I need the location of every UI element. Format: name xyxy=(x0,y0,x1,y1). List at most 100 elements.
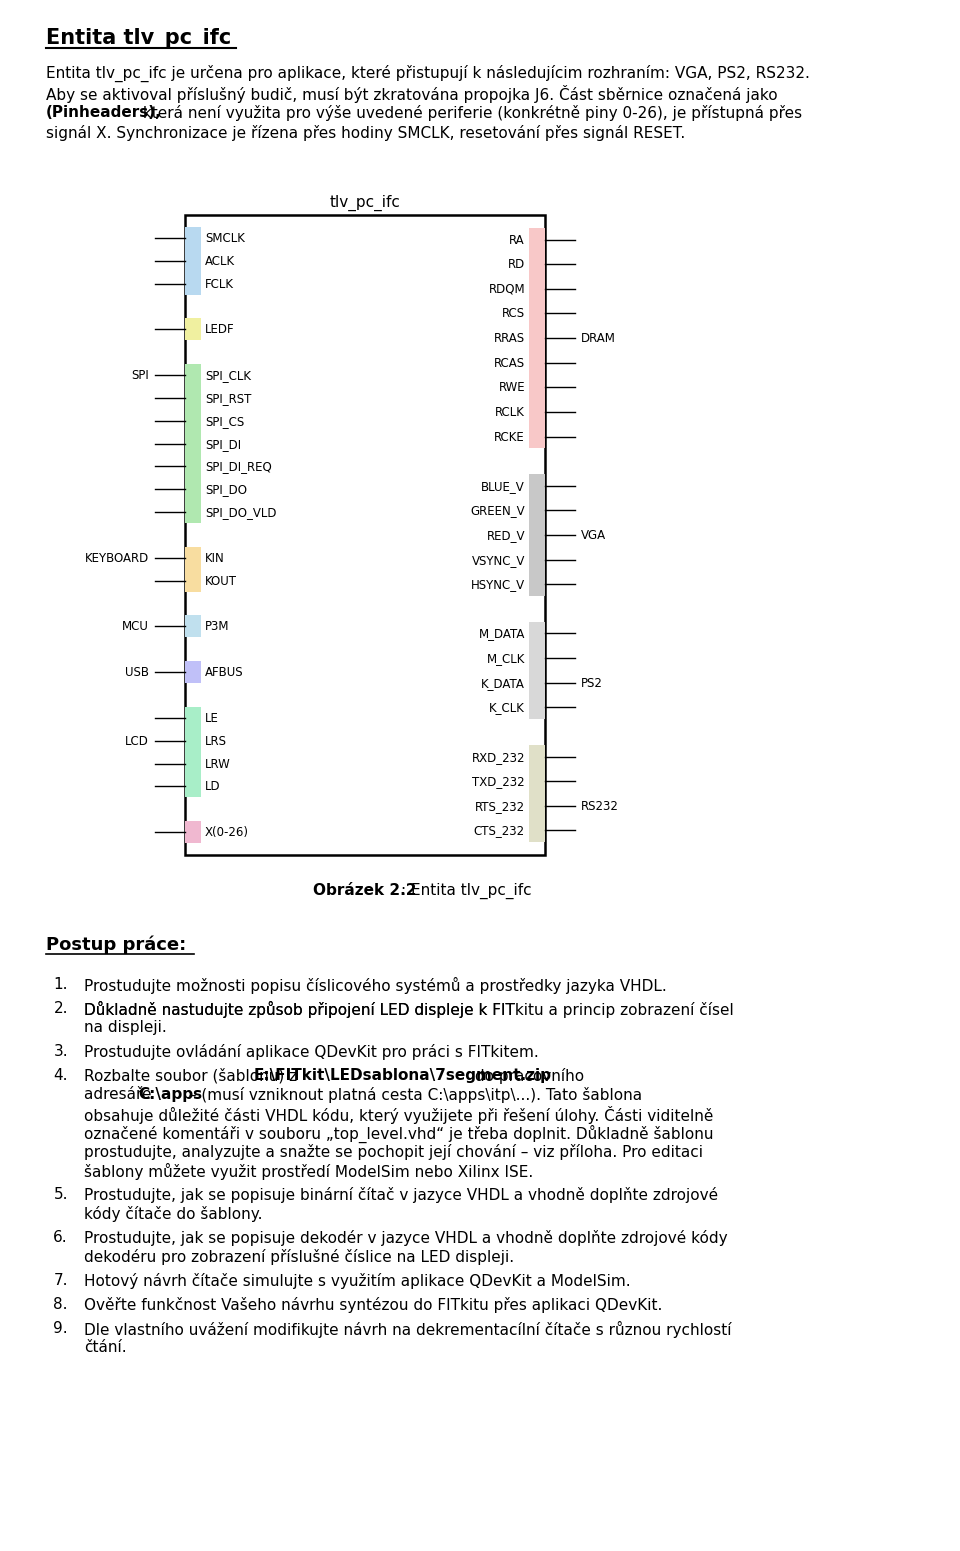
Text: SPI_CLK: SPI_CLK xyxy=(205,369,251,382)
Text: BLUE_V: BLUE_V xyxy=(481,479,525,493)
Text: USB: USB xyxy=(125,665,149,679)
Text: signál X. Synchronizace je řízena přes hodiny SMCLK, resetování přes signál RESE: signál X. Synchronizace je řízena přes h… xyxy=(46,126,685,141)
Text: 9.: 9. xyxy=(54,1321,68,1335)
Text: SPI_CS: SPI_CS xyxy=(205,414,244,428)
Text: Entita tlv_pc_ifc: Entita tlv_pc_ifc xyxy=(46,28,231,50)
Text: čtání.: čtání. xyxy=(84,1340,127,1356)
Text: obsahuje důležité části VHDL kódu, který využijete při řešení úlohy. Části vidit: obsahuje důležité části VHDL kódu, který… xyxy=(84,1106,713,1124)
Bar xyxy=(185,616,201,637)
Text: do pracovního: do pracovního xyxy=(469,1069,584,1084)
Text: KIN: KIN xyxy=(205,552,225,565)
Text: SPI_DO_VLD: SPI_DO_VLD xyxy=(205,506,276,520)
Text: RWE: RWE xyxy=(498,382,525,394)
Text: Ověřte funkčnost Vašeho návrhu syntézou do FITkitu přes aplikaci QDevKit.: Ověřte funkčnost Vašeho návrhu syntézou … xyxy=(84,1297,662,1314)
Text: SPI_RST: SPI_RST xyxy=(205,392,252,405)
Text: KOUT: KOUT xyxy=(205,575,237,588)
Text: (Pinheaders),: (Pinheaders), xyxy=(46,105,161,119)
Bar xyxy=(185,318,201,340)
Text: 5.: 5. xyxy=(54,1187,68,1202)
Text: Obrázek 2.2: Obrázek 2.2 xyxy=(313,883,417,898)
Text: K_DATA: K_DATA xyxy=(481,676,525,690)
Text: KEYBOARD: KEYBOARD xyxy=(84,552,149,565)
Text: LRW: LRW xyxy=(205,757,230,771)
Text: LCD: LCD xyxy=(125,735,149,748)
Text: VSYNC_V: VSYNC_V xyxy=(471,554,525,566)
Bar xyxy=(185,364,201,523)
Text: LD: LD xyxy=(205,780,221,794)
Bar xyxy=(529,228,545,448)
Text: RED_V: RED_V xyxy=(487,529,525,541)
Text: RCS: RCS xyxy=(502,307,525,321)
Text: 1.: 1. xyxy=(54,977,68,993)
Bar xyxy=(185,820,201,844)
Text: GREEN_V: GREEN_V xyxy=(470,504,525,518)
Text: Prostudujte, jak se popisuje binární čítač v jazyce VHDL a vhodně doplňte zdrojo: Prostudujte, jak se popisuje binární čít… xyxy=(84,1187,718,1204)
Text: : Entita tlv_pc_ifc: : Entita tlv_pc_ifc xyxy=(401,883,532,900)
Text: X(0-26): X(0-26) xyxy=(205,827,249,839)
Text: Důkladně nastudujte způsob připojení LED displeje k FITkitu a princip zobrazení : Důkladně nastudujte způsob připojení LED… xyxy=(84,1000,733,1017)
Text: Postup práce:: Postup práce: xyxy=(46,935,186,954)
Bar xyxy=(529,622,545,720)
Text: Důkladně nastudujte způsob připojení LED displeje k FIT: Důkladně nastudujte způsob připojení LED… xyxy=(84,1000,515,1017)
Text: CTS_232: CTS_232 xyxy=(474,825,525,838)
Text: RTS_232: RTS_232 xyxy=(475,800,525,813)
Text: RCAS: RCAS xyxy=(493,357,525,369)
Text: Prostudujte ovládání aplikace QDevKit pro práci s FITkitem.: Prostudujte ovládání aplikace QDevKit pr… xyxy=(84,1044,539,1059)
Text: Rozbalte soubor (šablonu) z: Rozbalte soubor (šablonu) z xyxy=(84,1069,302,1084)
Text: ACLK: ACLK xyxy=(205,254,235,268)
Text: RA: RA xyxy=(510,234,525,247)
Text: K_CLK: K_CLK xyxy=(490,701,525,715)
Text: RCLK: RCLK xyxy=(495,406,525,419)
Text: RRAS: RRAS xyxy=(493,332,525,344)
Text: FCLK: FCLK xyxy=(205,278,234,290)
Bar xyxy=(185,661,201,682)
Text: SMCLK: SMCLK xyxy=(205,231,245,245)
Text: Aby se aktivoval příslušný budič, musí být zkratována propojka J6. Část sběrnice: Aby se aktivoval příslušný budič, musí b… xyxy=(46,85,778,102)
Text: Hotový návrh čítače simulujte s využitím aplikace QDevKit a ModelSim.: Hotový návrh čítače simulujte s využitím… xyxy=(84,1273,631,1289)
Text: Prostudujte, jak se popisuje dekodér v jazyce VHDL a vhodně doplňte zdrojové kód: Prostudujte, jak se popisuje dekodér v j… xyxy=(84,1230,728,1245)
Text: RS232: RS232 xyxy=(581,800,619,813)
Text: Entita tlv_pc_ifc je určena pro aplikace, které přistupují k následujícim rozhra: Entita tlv_pc_ifc je určena pro aplikace… xyxy=(46,65,810,82)
Text: M_CLK: M_CLK xyxy=(487,651,525,665)
Text: LEDF: LEDF xyxy=(205,323,234,337)
Text: LRS: LRS xyxy=(205,735,227,748)
Text: šablony můžete využit prostředí ModelSim nebo Xilinx ISE.: šablony můžete využit prostředí ModelSim… xyxy=(84,1163,533,1180)
Text: na displeji.: na displeji. xyxy=(84,1021,167,1035)
Text: tlv_pc_ifc: tlv_pc_ifc xyxy=(329,195,400,211)
Text: dekodéru pro zobrazení příslušné číslice na LED displeji.: dekodéru pro zobrazení příslušné číslice… xyxy=(84,1249,515,1266)
Text: RDQM: RDQM xyxy=(489,282,525,296)
Text: M_DATA: M_DATA xyxy=(479,628,525,641)
Bar xyxy=(185,216,545,855)
Bar xyxy=(529,475,545,596)
Text: TXD_232: TXD_232 xyxy=(472,776,525,788)
Text: SPI_DI: SPI_DI xyxy=(205,437,241,451)
Text: 2.: 2. xyxy=(54,1000,68,1016)
Text: 7.: 7. xyxy=(54,1273,68,1287)
Text: 8.: 8. xyxy=(54,1297,68,1312)
Text: P3M: P3M xyxy=(205,620,229,633)
Text: SPI: SPI xyxy=(132,369,149,382)
Bar xyxy=(529,744,545,842)
Text: označené komentáři v souboru „top_level.vhd“ je třeba doplnit. Důkladně šablonu: označené komentáři v souboru „top_level.… xyxy=(84,1124,713,1143)
Text: RCKE: RCKE xyxy=(494,431,525,444)
Text: Prostudujte možnosti popisu číslicového systémů a prostředky jazyka VHDL.: Prostudujte možnosti popisu číslicového … xyxy=(84,977,667,994)
Text: RD: RD xyxy=(508,257,525,271)
Text: kódy čítače do šablony.: kódy čítače do šablony. xyxy=(84,1207,262,1222)
Text: prostudujte, analyzujte a snažte se pochopit její chování – viz příloha. Pro edi: prostudujte, analyzujte a snažte se poch… xyxy=(84,1145,703,1160)
Text: adresáře: adresáře xyxy=(84,1087,156,1103)
Text: SPI_DO: SPI_DO xyxy=(205,484,247,496)
Text: DRAM: DRAM xyxy=(581,332,616,344)
Bar xyxy=(185,548,201,591)
Text: RXD_232: RXD_232 xyxy=(471,751,525,763)
Text: Dle vlastního uvážení modifikujte návrh na dekrementacílní čítače s různou rychl: Dle vlastního uvážení modifikujte návrh … xyxy=(84,1321,732,1339)
Text: – (musí vzniknout platná cesta C:\apps\itp\...). Tato šablona: – (musí vzniknout platná cesta C:\apps\i… xyxy=(184,1087,642,1103)
Text: 3.: 3. xyxy=(54,1044,68,1059)
Text: LE: LE xyxy=(205,712,219,724)
Text: PS2: PS2 xyxy=(581,676,603,690)
Bar xyxy=(185,707,201,797)
Text: HSYNC_V: HSYNC_V xyxy=(470,579,525,591)
Text: E:\FITkit\LEDsablona\7segment.zip: E:\FITkit\LEDsablona\7segment.zip xyxy=(253,1069,551,1083)
Text: C:\apps: C:\apps xyxy=(138,1087,203,1103)
Text: SPI_DI_REQ: SPI_DI_REQ xyxy=(205,461,272,473)
Text: VGA: VGA xyxy=(581,529,606,541)
